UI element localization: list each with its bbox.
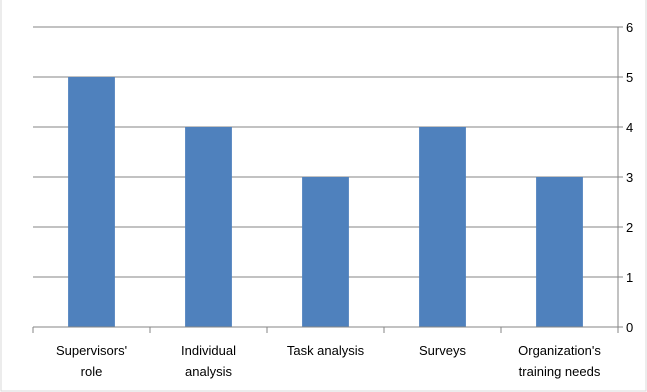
bars [68,77,583,327]
y-tick-label: 0 [626,320,633,335]
bar [536,177,583,327]
bar [68,77,115,327]
y-tick-label: 6 [626,20,633,35]
y-tick-label: 5 [626,70,633,85]
x-category-label: Surveys [419,343,466,358]
x-category-label: Supervisors' role [56,343,127,379]
bar [419,127,466,327]
y-tick-label: 3 [626,170,633,185]
x-category-label: Organization's training needs [518,343,601,379]
y-tick-label: 4 [626,120,633,135]
x-category-label: Individual analysis [181,343,236,379]
y-tick-label: 1 [626,270,633,285]
x-category-label: Task analysis [287,343,365,358]
bar [302,177,349,327]
axes [32,26,623,333]
bar [185,127,232,327]
y-tick-label: 2 [626,220,633,235]
labels: 0 1 2 3 4 5 6 Supervisors' role Individual analysi… [56,20,633,379]
